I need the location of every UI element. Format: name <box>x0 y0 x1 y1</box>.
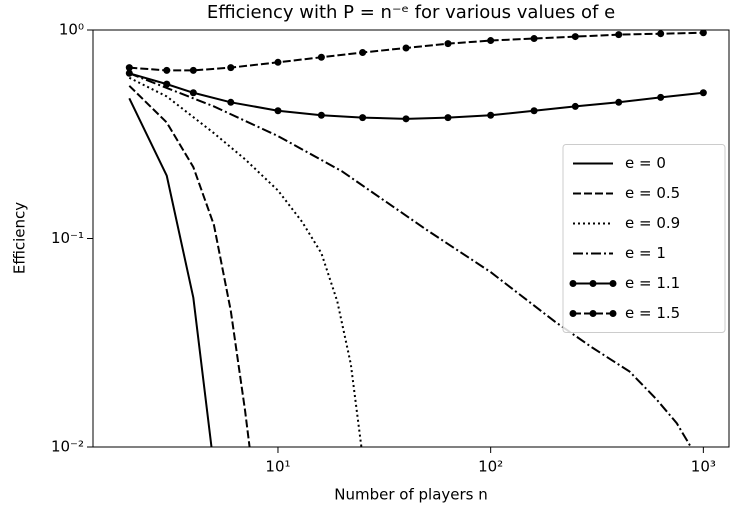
series-line <box>128 76 363 447</box>
series-line <box>128 85 251 447</box>
series-marker <box>530 35 538 43</box>
series-marker <box>125 64 133 72</box>
series-marker <box>571 102 579 110</box>
series-marker <box>227 64 235 72</box>
series-marker <box>163 66 171 74</box>
series-marker <box>189 66 197 74</box>
series-marker <box>615 98 623 106</box>
series-marker <box>699 89 707 97</box>
legend-marker <box>589 310 597 317</box>
legend-marker <box>569 310 577 317</box>
series-marker <box>125 69 133 77</box>
series-marker <box>402 44 410 52</box>
series-marker <box>657 93 665 101</box>
y-tick-label: 10⁰ <box>59 21 84 39</box>
series-marker <box>530 107 538 115</box>
x-axis-label: Number of players n <box>334 486 488 504</box>
y-axis-label: Efficiency <box>11 202 29 274</box>
legend-label: e = 0.5 <box>625 184 680 202</box>
series-line <box>128 72 693 447</box>
series-marker <box>317 111 325 119</box>
series-marker <box>189 89 197 97</box>
legend-label: e = 0 <box>625 154 666 172</box>
series-marker <box>227 98 235 106</box>
series-marker <box>317 53 325 61</box>
legend-label: e = 1.5 <box>625 304 680 322</box>
x-tick-label: 10² <box>478 458 503 476</box>
series-line <box>128 97 213 447</box>
y-tick-label: 10⁻¹ <box>51 229 84 247</box>
series-marker <box>444 114 452 122</box>
x-tick-label: 10¹ <box>265 458 290 476</box>
series-marker <box>657 30 665 38</box>
x-tick-label: 10³ <box>691 458 716 476</box>
series-marker <box>359 48 367 56</box>
series-marker <box>615 31 623 39</box>
series-marker <box>699 30 707 37</box>
series-marker <box>487 111 495 119</box>
series-line <box>129 72 704 120</box>
plot-area <box>125 30 707 447</box>
legend-label: e = 0.9 <box>625 214 680 232</box>
legend-marker <box>569 280 577 287</box>
legend-marker <box>589 280 597 287</box>
y-tick-label: 10⁻² <box>51 438 84 456</box>
series-marker <box>359 114 367 122</box>
series-line <box>129 31 704 72</box>
legend-box <box>562 144 726 333</box>
legend-marker <box>609 280 617 287</box>
legend-label: e = 1.1 <box>625 274 680 292</box>
series-marker <box>274 107 282 115</box>
series-marker <box>444 40 452 48</box>
legend-marker <box>609 310 617 317</box>
series-marker <box>487 37 495 45</box>
series-marker <box>163 80 171 88</box>
legend-label: e = 1 <box>625 244 666 262</box>
series-marker <box>571 33 579 41</box>
series-marker <box>402 115 410 123</box>
series-marker <box>274 58 282 66</box>
chart-title: Efficiency with P = n⁻ᵉ for various valu… <box>207 2 615 23</box>
